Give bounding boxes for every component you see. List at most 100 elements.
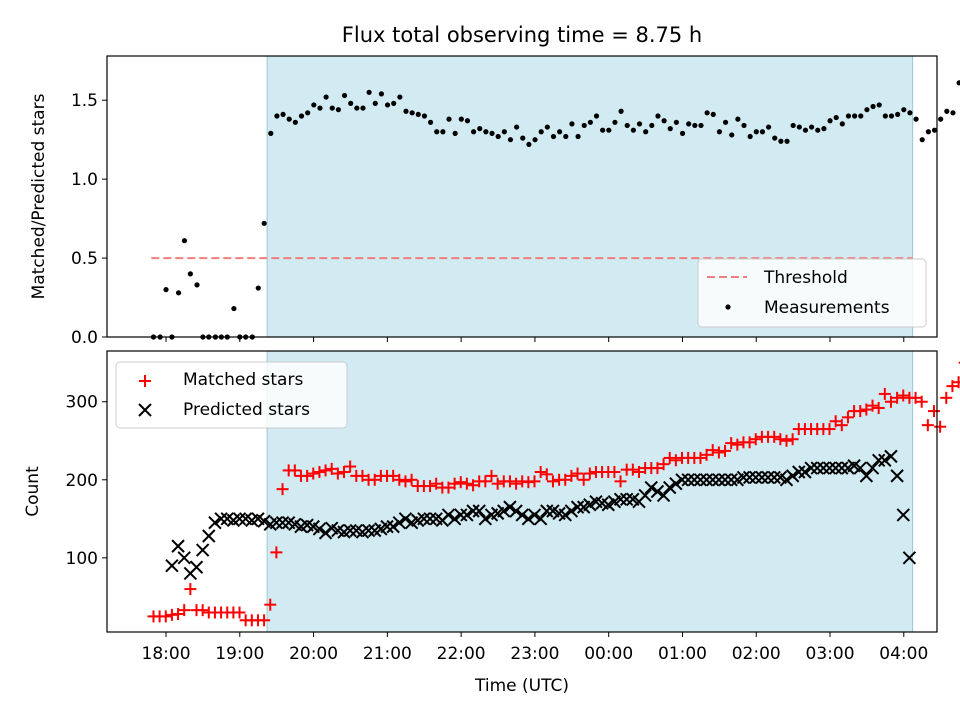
measurement-point — [593, 113, 600, 119]
measurement-point — [335, 107, 341, 113]
measurement-point — [729, 132, 735, 138]
predicted-star-point — [865, 461, 880, 475]
predicted-star-point — [779, 473, 794, 487]
predicted-star-point — [540, 504, 554, 518]
measurement-point — [778, 138, 784, 144]
matched-star-point — [614, 475, 627, 488]
measurement-point — [931, 127, 938, 133]
matched-star-point — [258, 614, 271, 627]
measurement-point — [692, 122, 698, 129]
measurement-point — [341, 92, 348, 99]
matched-star-point — [823, 423, 836, 436]
matched-star-point — [460, 477, 473, 490]
predicted-star-point — [699, 473, 714, 487]
measurement-point — [575, 133, 581, 140]
measurement-point — [526, 141, 532, 148]
measurement-point — [477, 126, 483, 132]
matched-star-point — [467, 479, 480, 492]
measurement-point — [360, 105, 366, 111]
measurement-point — [280, 111, 286, 118]
predicted-star-point — [785, 469, 800, 483]
predicted-star-point — [767, 470, 781, 485]
measurement-point — [378, 91, 385, 97]
measurement-point — [950, 110, 956, 116]
matched-star-point — [927, 405, 940, 418]
chart-title: Flux total observing time = 8.75 h — [342, 23, 702, 47]
observing-window-shade-counts — [266, 350, 914, 633]
matched-star-point — [503, 475, 516, 488]
matched-star-point — [719, 444, 732, 457]
measurement-point — [581, 122, 587, 129]
measurement-point — [606, 127, 612, 133]
predicted-star-point — [195, 543, 210, 557]
measurement-point — [544, 124, 550, 130]
counts-legend-box — [115, 361, 348, 429]
matched-star-point — [571, 467, 584, 480]
predicted-star-point — [171, 539, 185, 553]
measurement-point — [403, 108, 409, 114]
predicted-star-point — [533, 512, 548, 526]
predicted-star-point — [693, 473, 708, 487]
measurement-point — [255, 285, 261, 291]
y-tick-label: 0.5 — [71, 249, 98, 269]
predicted-star-point — [503, 500, 517, 514]
matched-star-point — [663, 451, 676, 464]
matched-star-point — [700, 448, 713, 461]
predicted-star-point — [460, 508, 474, 522]
measurement-point — [901, 107, 907, 113]
measurement-point — [329, 105, 335, 111]
measurements-legend-swatch — [725, 304, 731, 310]
predicted-star-point — [724, 473, 738, 487]
predicted-star-point — [214, 512, 228, 526]
counts-panel-frame — [106, 350, 938, 633]
measurement-point — [569, 121, 575, 127]
measurement-point — [747, 133, 753, 140]
predicted-star-point — [515, 508, 529, 522]
matched-star-point — [528, 475, 541, 488]
ratio-plot-area — [150, 80, 960, 340]
matched-star-point — [368, 473, 381, 486]
matched-star-point — [897, 389, 910, 402]
measurement-point — [538, 129, 544, 135]
measurement-point — [286, 116, 292, 122]
measurement-point — [667, 126, 673, 132]
y-tick-label: 200 — [66, 471, 98, 491]
measurement-point — [434, 129, 440, 135]
matched-star-point — [786, 433, 799, 446]
predicted-star-point — [792, 465, 806, 479]
x-axis: 18:00 19:00 20:00 21:00 22:00 23:00 00:00 01:00… — [142, 632, 928, 664]
predicted-star-point — [275, 516, 290, 530]
measurement-point — [796, 124, 802, 130]
matched-star-point — [768, 430, 781, 443]
matched-star-point — [178, 604, 191, 617]
matched-star-point — [510, 477, 523, 490]
measurement-point — [716, 129, 723, 135]
measurement-point — [710, 111, 716, 118]
matched-star-point — [743, 436, 756, 449]
predicted-star-point — [564, 504, 579, 518]
predicted-star-point — [675, 473, 689, 487]
matched-star-point — [387, 469, 400, 482]
predicted-star-point — [269, 516, 284, 530]
measurement-point — [833, 114, 839, 121]
predicted-star-point — [527, 508, 542, 522]
matched-star-point — [546, 475, 559, 488]
ratio-legend: Threshold Measurements — [697, 258, 927, 328]
predicted-star-point — [835, 461, 849, 475]
predicted-star-point — [755, 470, 769, 485]
matched-star-point — [694, 451, 707, 464]
x-tick-label: 04:00 — [879, 644, 928, 664]
matched-star-point — [196, 604, 209, 617]
matched-star-point — [159, 610, 172, 623]
matched-star-point — [442, 481, 455, 494]
matched-star-point — [706, 444, 719, 457]
predicted-star-point — [890, 469, 904, 483]
y-tick-label: 100 — [66, 549, 98, 569]
predicted-star-point — [361, 523, 376, 538]
matched-star-point — [356, 469, 369, 482]
matched-star-point — [270, 546, 283, 559]
predicted-star-point — [454, 508, 468, 522]
predicted-star-point — [472, 504, 486, 518]
matched-star-point — [915, 395, 928, 408]
x-tick-label: 01:00 — [658, 644, 707, 664]
